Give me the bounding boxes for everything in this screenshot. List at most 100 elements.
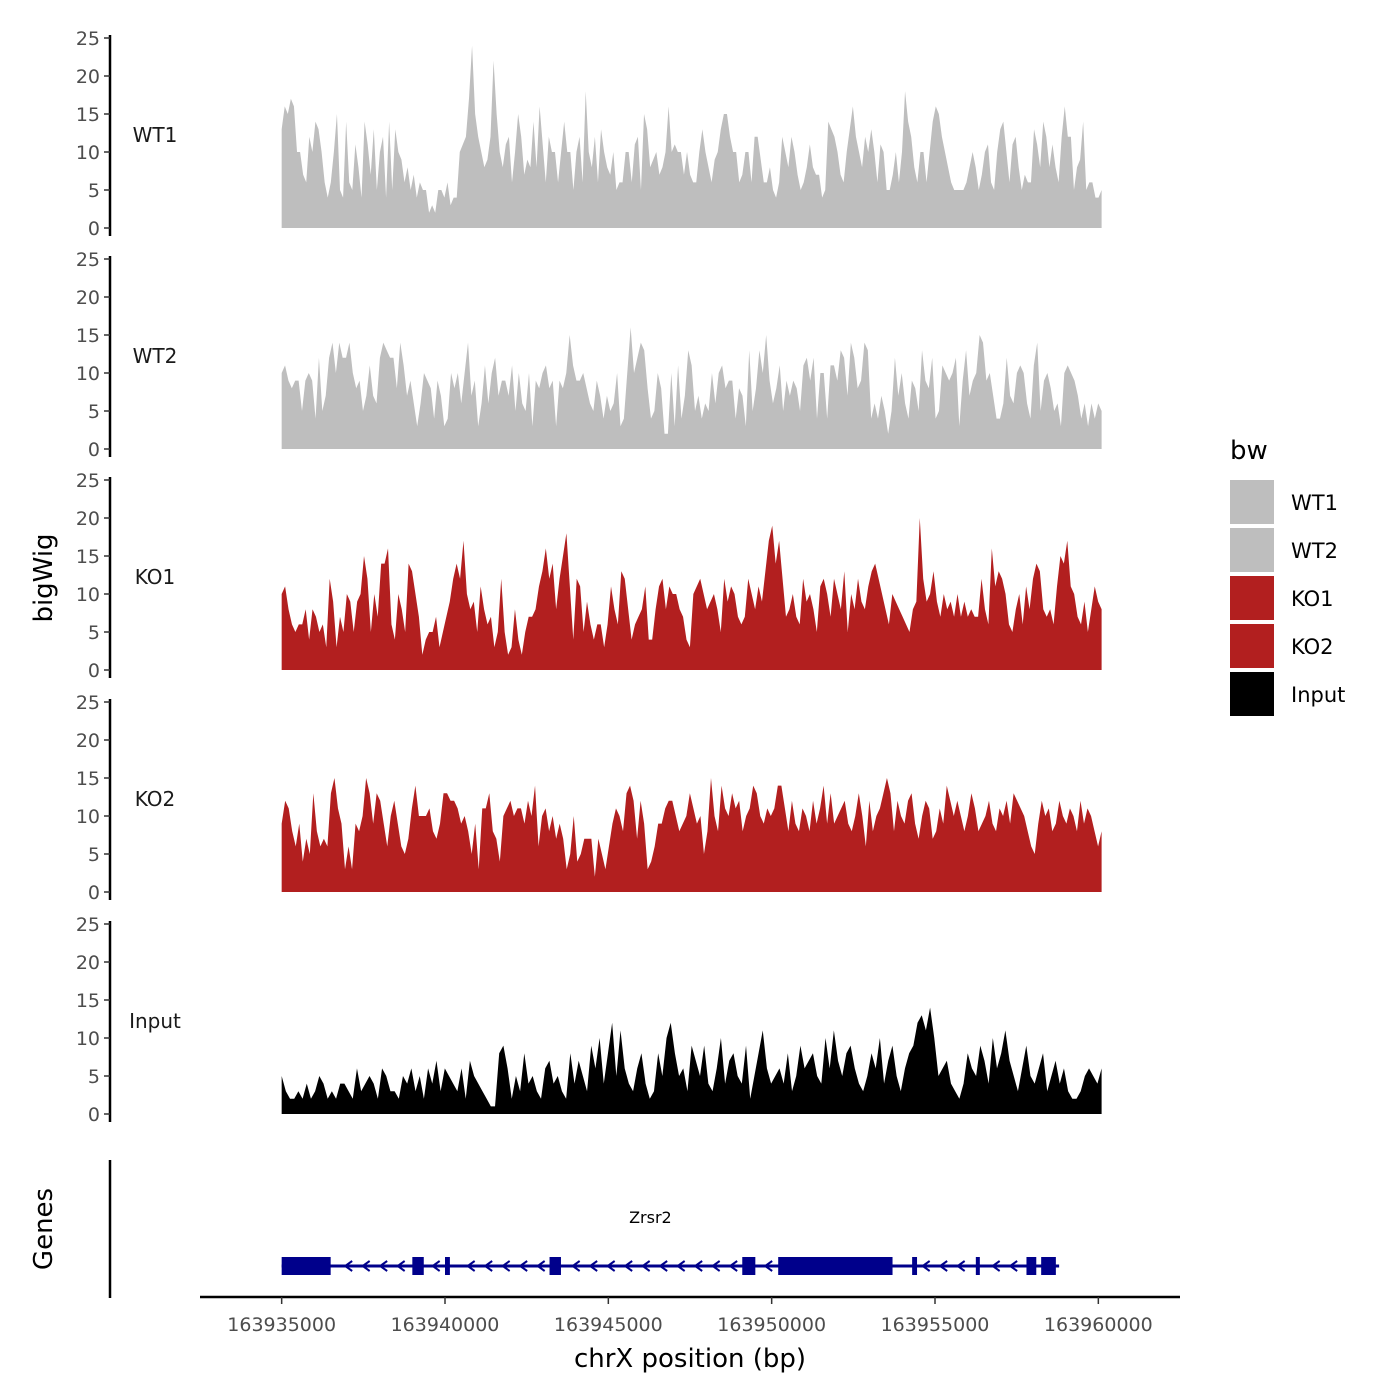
y-tick-label: 5: [88, 622, 100, 644]
y-tick-label: 10: [76, 363, 100, 385]
genes-axis-title: Genes: [29, 1188, 59, 1270]
track-label-ko2: KO2: [135, 787, 176, 811]
legend-swatch: [1230, 624, 1274, 668]
track-label-wt2: WT2: [133, 344, 178, 368]
strand-chevron: [728, 1260, 738, 1272]
legend-entry-wt2: WT2: [1230, 528, 1338, 572]
strand-chevron: [955, 1260, 966, 1272]
legend-swatch: [1230, 576, 1274, 620]
strand-chevron: [710, 1260, 721, 1272]
legend-swatch: [1230, 480, 1274, 524]
y-tick-label: 20: [76, 952, 100, 974]
track-ko1: 0 5 10 15 20 25 KO1: [76, 470, 1102, 682]
y-tick-label: 0: [88, 1104, 100, 1126]
genes-panel: Zrsr2: [108, 1160, 1060, 1298]
area-input: [281, 1007, 1102, 1114]
legend: bw WT1 WT2 KO1 KO2 Input: [1230, 436, 1345, 716]
y-tick-label: 15: [76, 768, 100, 790]
y-tick-label: 20: [76, 730, 100, 752]
strand-chevron: [483, 1260, 493, 1272]
y-tick-label: 5: [88, 1066, 100, 1088]
y-tick-label: 20: [76, 66, 100, 88]
legend-label: WT1: [1291, 491, 1338, 515]
gene-name-label: Zrsr2: [629, 1208, 672, 1227]
y-tick-label: 25: [76, 28, 100, 50]
y-tick-label: 15: [76, 990, 100, 1012]
strand-chevron: [518, 1260, 528, 1272]
strand-chevron: [920, 1260, 931, 1272]
y-tick-label: 25: [76, 692, 100, 714]
x-tick-label: 163955000: [881, 1314, 990, 1336]
y-tick-label: 5: [88, 844, 100, 866]
track-label-wt1: WT1: [133, 123, 178, 147]
track-wt2: 0 5 10 15 20 25 WT2: [76, 249, 1102, 461]
gene-exon: [445, 1257, 450, 1275]
gene-exon: [549, 1257, 561, 1275]
strand-chevron: [535, 1260, 546, 1272]
x-axis-title: chrX position (bp): [574, 1344, 806, 1374]
track-wt1: 0 5 10 15 20 25 WT1: [76, 28, 1102, 240]
strand-chevron: [570, 1260, 581, 1272]
strand-chevron: [658, 1260, 668, 1272]
x-tick-label: 163950000: [717, 1314, 826, 1336]
gene-exon: [1026, 1257, 1037, 1275]
gene-exon: [778, 1257, 893, 1275]
y-tick-label: 0: [88, 439, 100, 461]
y-tick-label: 25: [76, 249, 100, 271]
y-tick-label: 10: [76, 584, 100, 606]
strand-chevron: [588, 1260, 598, 1272]
strand-chevron: [938, 1260, 948, 1272]
legend-entry-input: Input: [1230, 672, 1345, 716]
y-tick-label: 15: [76, 325, 100, 347]
strand-chevron: [605, 1260, 616, 1272]
x-axis: 163935000 163940000 163945000 163950000 1639…: [200, 1295, 1180, 1336]
strand-chevron: [1008, 1260, 1018, 1272]
x-tick-label: 163945000: [554, 1314, 663, 1336]
gene-exon: [742, 1257, 756, 1275]
strand-chevron: [343, 1260, 353, 1272]
legend-title: bw: [1230, 436, 1268, 466]
y-axis-title: bigWig: [29, 533, 59, 622]
area-wt2: [281, 327, 1102, 449]
y-tick-label: 0: [88, 660, 100, 682]
gene-exon: [412, 1257, 424, 1275]
legend-label: KO2: [1291, 635, 1334, 659]
y-tick-label: 20: [76, 287, 100, 309]
strand-chevron: [360, 1260, 371, 1272]
gene-zrsr2: Zrsr2: [281, 1208, 1060, 1275]
legend-label: WT2: [1291, 539, 1338, 563]
legend-label: KO1: [1291, 587, 1334, 611]
track-label-input: Input: [129, 1009, 181, 1033]
strand-chevron: [675, 1260, 686, 1272]
area-wt1: [281, 45, 1102, 228]
strand-chevron: [640, 1260, 651, 1272]
legend-entry-ko2: KO2: [1230, 624, 1334, 668]
track-label-ko1: KO1: [135, 565, 176, 589]
strand-chevron: [623, 1260, 633, 1272]
gene-exon: [912, 1257, 918, 1275]
legend-swatch: [1230, 528, 1274, 572]
y-tick-label: 0: [88, 218, 100, 240]
x-tick-label: 163960000: [1044, 1314, 1153, 1336]
bigwig-tracks: 0 5 10 15 20 25 WT1 0 5 10 15 20 25 WT2 0 5 10 15 20 25 KO1 0…: [76, 28, 1102, 1126]
track-ko2: 0 5 10 15 20 25 KO2: [76, 692, 1102, 904]
area-ko1: [281, 518, 1102, 670]
area-ko2: [281, 778, 1102, 892]
y-tick-label: 25: [76, 470, 100, 492]
y-tick-label: 15: [76, 546, 100, 568]
y-tick-label: 10: [76, 806, 100, 828]
track-input: 0 5 10 15 20 25 Input: [76, 914, 1102, 1126]
legend-swatch: [1230, 672, 1274, 716]
strand-chevron: [378, 1260, 388, 1272]
legend-label: Input: [1291, 683, 1345, 707]
y-tick-label: 5: [88, 180, 100, 202]
y-tick-label: 5: [88, 401, 100, 423]
legend-entry-ko1: KO1: [1230, 576, 1334, 620]
strand-chevron: [430, 1260, 441, 1272]
strand-chevron: [763, 1260, 773, 1272]
gene-exon: [281, 1257, 331, 1275]
gene-exon: [975, 1257, 980, 1275]
strand-chevron: [395, 1260, 406, 1272]
y-tick-label: 0: [88, 882, 100, 904]
